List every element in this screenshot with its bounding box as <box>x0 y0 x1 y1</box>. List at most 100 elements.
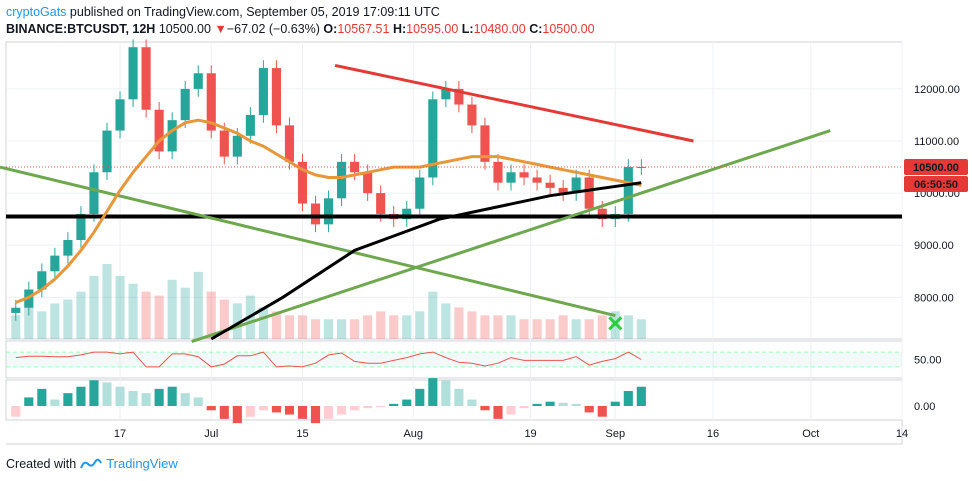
histogram-bar <box>154 388 164 406</box>
candle-body <box>297 161 308 204</box>
histogram-bar <box>545 401 555 406</box>
volume-bar <box>506 315 516 339</box>
candle-body <box>467 104 477 126</box>
volume-bar <box>50 303 60 339</box>
time-tick-label: 19 <box>524 428 536 440</box>
candle-body <box>115 99 125 131</box>
candle-body <box>232 135 242 157</box>
candle-body <box>441 88 451 100</box>
volume-bar <box>271 311 281 339</box>
published-text: published on TradingView.com, September … <box>69 5 440 19</box>
candle-body <box>363 172 373 194</box>
volume-bar <box>376 311 386 339</box>
histogram-bar <box>102 382 112 406</box>
histogram-bar <box>271 406 281 413</box>
volume-bar <box>232 303 242 339</box>
candle-body <box>493 161 503 183</box>
oscillator-pane <box>6 351 902 368</box>
histogram-bar <box>258 406 268 411</box>
volume-bar <box>519 319 529 339</box>
open-value: 10567.51 <box>337 22 390 36</box>
change-arrow-icon: ▼ <box>214 22 227 36</box>
histogram-bar <box>245 406 255 417</box>
histogram-bar <box>623 391 633 406</box>
chart-attribution: cryptoGats published on TradingView.com,… <box>6 5 440 19</box>
volume-bar <box>76 291 86 339</box>
low-value: 10480.00 <box>473 22 526 36</box>
histogram-bar <box>441 380 451 406</box>
candle-body <box>37 271 47 290</box>
candle-body <box>597 208 607 220</box>
pane-frame <box>5 41 903 340</box>
histogram-bar <box>428 378 438 406</box>
volume-bar <box>102 264 112 339</box>
histogram-bar <box>180 393 190 406</box>
symbol-info-line: BINANCE:BTCUSDT, 12H 10500.00 ▼−67.02 (−… <box>6 22 595 36</box>
histogram-bar <box>415 388 425 406</box>
time-tick-label: 14 <box>896 428 908 440</box>
pane-frame <box>5 340 903 379</box>
price-tick-label: 9000.00 <box>914 240 954 252</box>
time-tick-label: 16 <box>707 428 719 440</box>
trendline-resistance-red <box>334 63 694 143</box>
candle-body <box>428 99 438 178</box>
histogram-bar <box>310 406 321 424</box>
histogram-bar <box>115 386 125 406</box>
candle-body <box>193 73 203 89</box>
histogram-bar <box>297 406 308 419</box>
volume-bar <box>193 271 203 339</box>
candle-body <box>623 167 633 214</box>
volume-bar <box>37 311 47 339</box>
histogram-bar <box>24 397 34 406</box>
histogram-bar <box>610 401 620 406</box>
volume-bar <box>297 315 308 339</box>
time-tick-label: Jul <box>204 428 218 440</box>
price-tick-label: 8000.00 <box>914 292 954 304</box>
pane-frames <box>5 41 903 445</box>
histogram-bar <box>454 388 464 406</box>
histogram-bar <box>337 406 347 415</box>
volume-bar <box>558 315 568 339</box>
time-tick-label: 15 <box>296 428 308 440</box>
candle-body <box>454 88 464 105</box>
volume-bar <box>24 307 34 339</box>
histogram-bar <box>11 406 21 417</box>
price-tick-label: 11000.00 <box>914 136 959 148</box>
histogram-bar <box>571 403 581 406</box>
volume-bar <box>636 319 646 339</box>
candle-body <box>519 172 529 178</box>
histogram-bar <box>76 386 86 406</box>
candle-body <box>50 255 60 272</box>
volume-bar <box>415 311 425 339</box>
histogram-bar <box>206 406 216 411</box>
time-tick-label: Oct <box>802 428 819 440</box>
histogram-bar <box>50 399 60 406</box>
volume-bar <box>441 303 451 339</box>
volume-bar <box>180 287 190 339</box>
tradingview-brand[interactable]: TradingView <box>106 456 178 471</box>
volume-bar <box>350 319 360 339</box>
volume-bar <box>389 315 399 339</box>
volume-bar <box>258 307 268 339</box>
author-name[interactable]: cryptoGats <box>6 5 67 19</box>
histogram-bar <box>402 399 412 406</box>
candle-body <box>245 114 255 136</box>
time-tick-label: 17 <box>114 428 126 440</box>
volume-bar <box>545 319 555 339</box>
candle-body <box>310 203 321 225</box>
high-label: H: <box>392 22 407 36</box>
histogram-bar <box>141 393 151 406</box>
volume-bar <box>493 315 503 339</box>
time-tick-label: Sep <box>605 428 625 440</box>
candle-body <box>415 177 425 209</box>
volume-bar <box>428 291 438 339</box>
candle-body <box>89 172 99 214</box>
volume-bar <box>571 319 581 339</box>
candle-body <box>571 177 581 194</box>
histogram-bar <box>519 406 529 409</box>
volume-bar <box>584 319 594 339</box>
histogram-bar <box>193 397 203 406</box>
candle-body <box>636 167 646 169</box>
countdown-badge-bg <box>904 176 968 193</box>
